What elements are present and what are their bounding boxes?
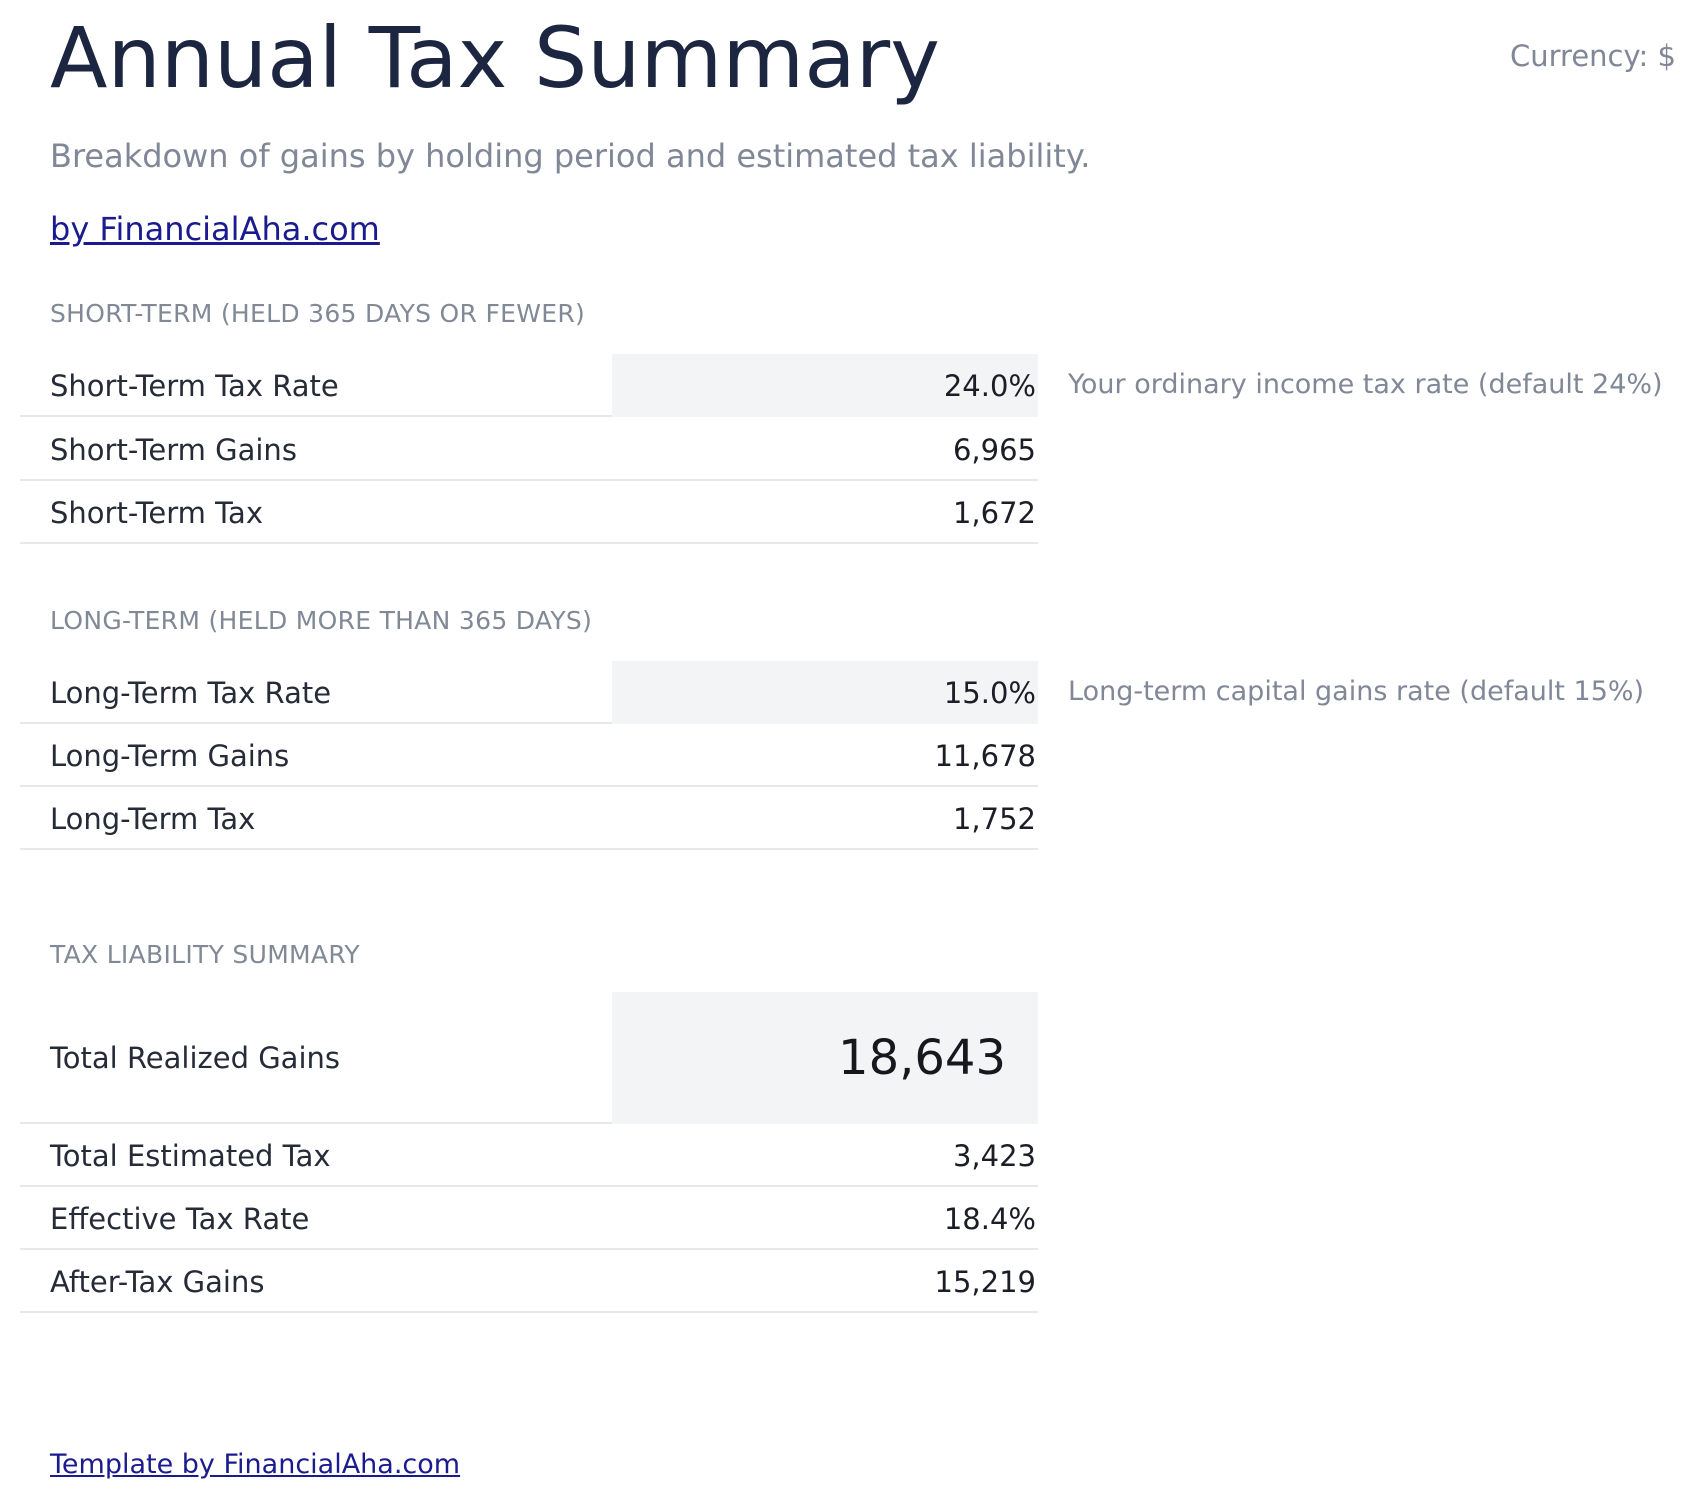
brand-link[interactable]: by FinancialAha.com bbox=[50, 210, 380, 248]
long-term-rate-note: Long-term capital gains rate (default 15… bbox=[1068, 676, 1645, 707]
short-term-rate-input-cell[interactable] bbox=[612, 354, 1038, 417]
short-term-tax-row: Short-Term Tax 1,672 bbox=[20, 481, 1038, 544]
currency-label: Currency: $ bbox=[1510, 39, 1676, 73]
effective-rate-label: Effective Tax Rate bbox=[50, 1201, 310, 1236]
long-term-rate-row: Long-Term Tax Rate 15.0% bbox=[20, 661, 1038, 724]
short-term-heading: SHORT-TERM (HELD 365 DAYS OR FEWER) bbox=[50, 299, 586, 328]
short-term-gains-value: 6,965 bbox=[952, 432, 1036, 467]
short-term-tax-value: 1,672 bbox=[952, 495, 1036, 530]
long-term-gains-value: 11,678 bbox=[934, 738, 1036, 773]
long-term-gains-label: Long-Term Gains bbox=[50, 738, 290, 773]
after-tax-value: 15,219 bbox=[934, 1264, 1036, 1299]
total-gains-label: Total Realized Gains bbox=[50, 1041, 340, 1075]
short-term-rate-input[interactable]: 24.0% bbox=[943, 368, 1036, 403]
short-term-gains-row: Short-Term Gains 6,965 bbox=[20, 418, 1038, 481]
effective-rate-value: 18.4% bbox=[943, 1201, 1036, 1236]
short-term-gains-label: Short-Term Gains bbox=[50, 432, 297, 467]
effective-rate-row: Effective Tax Rate 18.4% bbox=[20, 1187, 1038, 1250]
footer-template-link[interactable]: Template by FinancialAha.com bbox=[50, 1449, 461, 1480]
short-term-rate-row: Short-Term Tax Rate 24.0% bbox=[20, 354, 1038, 417]
long-term-tax-label: Long-Term Tax bbox=[50, 801, 256, 836]
total-gains-row: Total Realized Gains 18,643 bbox=[20, 992, 1038, 1124]
page-subtitle: Breakdown of gains by holding period and… bbox=[50, 137, 1091, 175]
long-term-rate-input-cell[interactable] bbox=[612, 661, 1038, 724]
after-tax-label: After-Tax Gains bbox=[50, 1264, 265, 1299]
total-tax-value: 3,423 bbox=[952, 1138, 1036, 1173]
total-tax-row: Total Estimated Tax 3,423 bbox=[20, 1124, 1038, 1187]
total-gains-value: 18,643 bbox=[838, 1030, 1006, 1086]
long-term-tax-row: Long-Term Tax 1,752 bbox=[20, 787, 1038, 850]
long-term-rate-label: Long-Term Tax Rate bbox=[50, 675, 332, 710]
short-term-rate-label: Short-Term Tax Rate bbox=[50, 368, 339, 403]
total-tax-label: Total Estimated Tax bbox=[50, 1138, 331, 1173]
page-title: Annual Tax Summary bbox=[50, 9, 940, 107]
after-tax-row: After-Tax Gains 15,219 bbox=[20, 1250, 1038, 1313]
long-term-gains-row: Long-Term Gains 11,678 bbox=[20, 724, 1038, 787]
short-term-rate-note: Your ordinary income tax rate (default 2… bbox=[1068, 369, 1663, 400]
long-term-rate-input[interactable]: 15.0% bbox=[943, 675, 1036, 710]
long-term-heading: LONG-TERM (HELD MORE THAN 365 DAYS) bbox=[50, 606, 593, 635]
summary-heading: TAX LIABILITY SUMMARY bbox=[50, 940, 360, 969]
short-term-tax-label: Short-Term Tax bbox=[50, 495, 263, 530]
long-term-tax-value: 1,752 bbox=[952, 801, 1036, 836]
